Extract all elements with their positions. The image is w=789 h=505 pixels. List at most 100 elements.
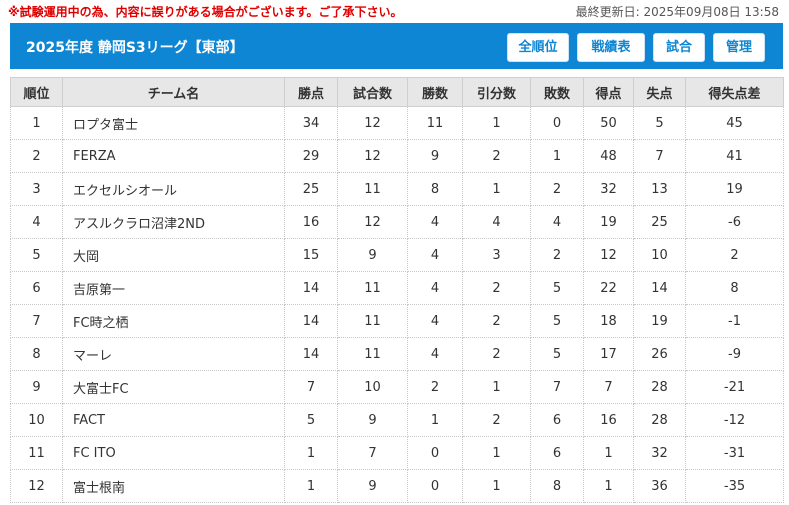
cell-rank: 9 xyxy=(10,370,63,404)
cell-draws: 1 xyxy=(462,106,531,140)
table-row[interactable]: 12 富士根南 1 9 0 1 8 1 36 -35 xyxy=(10,469,784,503)
cell-losses: 0 xyxy=(530,106,584,140)
cell-goals-against: 28 xyxy=(633,403,686,437)
cell-team-name[interactable]: 吉原第一 xyxy=(62,271,285,305)
cell-draws: 3 xyxy=(462,238,531,272)
cell-losses: 5 xyxy=(530,304,584,338)
table-row[interactable]: 3 エクセルシオール 25 11 8 1 2 32 13 19 xyxy=(10,172,784,206)
col-header-wins[interactable]: 勝数 xyxy=(407,77,463,107)
cell-losses: 7 xyxy=(530,370,584,404)
cell-draws: 2 xyxy=(462,403,531,437)
table-row[interactable]: 5 大岡 15 9 4 3 2 12 10 2 xyxy=(10,238,784,272)
results-table-button[interactable]: 戦績表 xyxy=(577,33,645,62)
cell-draws: 1 xyxy=(462,370,531,404)
cell-played: 9 xyxy=(337,238,408,272)
cell-team-name[interactable]: 大富士FC xyxy=(62,370,285,404)
cell-goal-diff: 8 xyxy=(685,271,784,305)
cell-losses: 6 xyxy=(530,436,584,470)
cell-team-name[interactable]: 富士根南 xyxy=(62,469,285,503)
table-row[interactable]: 2 FERZA 29 12 9 2 1 48 7 41 xyxy=(10,139,784,173)
cell-points: 29 xyxy=(284,139,338,173)
col-header-goals-against[interactable]: 失点 xyxy=(633,77,686,107)
cell-losses: 5 xyxy=(530,271,584,305)
cell-wins: 4 xyxy=(407,271,463,305)
cell-goals-for: 19 xyxy=(583,205,634,239)
cell-played: 11 xyxy=(337,271,408,305)
table-row[interactable]: 10 FACT 5 9 1 2 6 16 28 -12 xyxy=(10,403,784,437)
cell-points: 14 xyxy=(284,337,338,371)
league-header: 2025年度 静岡S3リーグ【東部】 全順位 戦績表 試合 管理 xyxy=(10,23,783,69)
cell-rank: 12 xyxy=(10,469,63,503)
cell-goals-for: 22 xyxy=(583,271,634,305)
cell-points: 5 xyxy=(284,403,338,437)
cell-team-name[interactable]: エクセルシオール xyxy=(62,172,285,206)
cell-wins: 9 xyxy=(407,139,463,173)
cell-goals-for: 1 xyxy=(583,469,634,503)
cell-goals-for: 48 xyxy=(583,139,634,173)
col-header-played[interactable]: 試合数 xyxy=(337,77,408,107)
cell-rank: 10 xyxy=(10,403,63,437)
cell-played: 9 xyxy=(337,469,408,503)
cell-goal-diff: -21 xyxy=(685,370,784,404)
table-row[interactable]: 1 ロプタ富士 34 12 11 1 0 50 5 45 xyxy=(10,106,784,140)
col-header-rank[interactable]: 順位 xyxy=(10,77,63,107)
cell-goals-for: 12 xyxy=(583,238,634,272)
cell-losses: 5 xyxy=(530,337,584,371)
cell-goal-diff: -9 xyxy=(685,337,784,371)
admin-button[interactable]: 管理 xyxy=(713,33,765,62)
cell-team-name[interactable]: FC ITO xyxy=(62,436,285,470)
cell-points: 1 xyxy=(284,469,338,503)
col-header-goals-for[interactable]: 得点 xyxy=(583,77,634,107)
cell-rank: 1 xyxy=(10,106,63,140)
cell-losses: 8 xyxy=(530,469,584,503)
cell-draws: 1 xyxy=(462,172,531,206)
standings-table: 順位 チーム名 勝点 試合数 勝数 引分数 敗数 得点 失点 得失点差 1 ロプタ… xyxy=(10,77,784,503)
cell-goal-diff: -35 xyxy=(685,469,784,503)
cell-played: 10 xyxy=(337,370,408,404)
cell-losses: 2 xyxy=(530,238,584,272)
cell-goal-diff: -1 xyxy=(685,304,784,338)
col-header-losses[interactable]: 敗数 xyxy=(530,77,584,107)
trial-notice: ※試験運用中の為、内容に誤りがある場合がございます。ご了承下さい。 xyxy=(8,5,403,19)
cell-points: 15 xyxy=(284,238,338,272)
cell-rank: 5 xyxy=(10,238,63,272)
cell-team-name[interactable]: FC時之栖 xyxy=(62,304,285,338)
cell-points: 14 xyxy=(284,271,338,305)
cell-points: 1 xyxy=(284,436,338,470)
cell-wins: 4 xyxy=(407,337,463,371)
cell-team-name[interactable]: FACT xyxy=(62,403,285,437)
cell-team-name[interactable]: 大岡 xyxy=(62,238,285,272)
cell-rank: 3 xyxy=(10,172,63,206)
cell-goal-diff: -31 xyxy=(685,436,784,470)
col-header-team[interactable]: チーム名 xyxy=(62,77,285,107)
table-row[interactable]: 6 吉原第一 14 11 4 2 5 22 14 8 xyxy=(10,271,784,305)
col-header-goal-diff[interactable]: 得失点差 xyxy=(685,77,784,107)
cell-played: 12 xyxy=(337,139,408,173)
cell-team-name[interactable]: FERZA xyxy=(62,139,285,173)
table-row[interactable]: 4 アスルクラロ沼津2ND 16 12 4 4 4 19 25 -6 xyxy=(10,205,784,239)
cell-team-name[interactable]: アスルクラロ沼津2ND xyxy=(62,205,285,239)
cell-team-name[interactable]: ロプタ富士 xyxy=(62,106,285,140)
cell-goals-for: 17 xyxy=(583,337,634,371)
table-row[interactable]: 11 FC ITO 1 7 0 1 6 1 32 -31 xyxy=(10,436,784,470)
cell-goals-for: 18 xyxy=(583,304,634,338)
cell-played: 11 xyxy=(337,304,408,338)
cell-rank: 4 xyxy=(10,205,63,239)
cell-goals-against: 13 xyxy=(633,172,686,206)
cell-losses: 1 xyxy=(530,139,584,173)
cell-losses: 4 xyxy=(530,205,584,239)
cell-draws: 2 xyxy=(462,304,531,338)
matches-button[interactable]: 試合 xyxy=(653,33,705,62)
cell-wins: 11 xyxy=(407,106,463,140)
cell-goal-diff: 19 xyxy=(685,172,784,206)
top-info-bar: ※試験運用中の為、内容に誤りがある場合がございます。ご了承下さい。 最終更新日:… xyxy=(0,0,789,22)
col-header-points[interactable]: 勝点 xyxy=(284,77,338,107)
cell-points: 14 xyxy=(284,304,338,338)
cell-team-name[interactable]: マーレ xyxy=(62,337,285,371)
col-header-draws[interactable]: 引分数 xyxy=(462,77,531,107)
table-row[interactable]: 7 FC時之栖 14 11 4 2 5 18 19 -1 xyxy=(10,304,784,338)
cell-played: 12 xyxy=(337,205,408,239)
table-row[interactable]: 9 大富士FC 7 10 2 1 7 7 28 -21 xyxy=(10,370,784,404)
all-rankings-button[interactable]: 全順位 xyxy=(507,33,569,62)
table-row[interactable]: 8 マーレ 14 11 4 2 5 17 26 -9 xyxy=(10,337,784,371)
